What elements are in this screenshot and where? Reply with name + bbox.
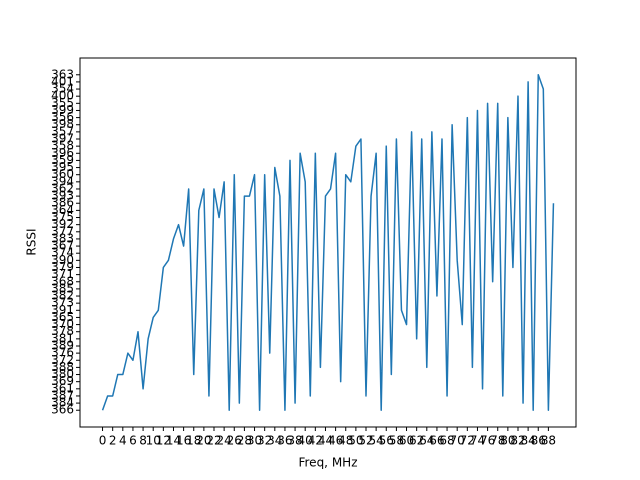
- x-tick-label: 86: [531, 434, 546, 448]
- data-line: [101, 74, 555, 411]
- y-tick-label: 360: [51, 167, 74, 181]
- y-tick-label: 400: [51, 89, 74, 103]
- x-tick-label: 44: [318, 434, 333, 448]
- y-tick-label: 370: [51, 317, 74, 331]
- x-tick-label: 88: [541, 434, 556, 448]
- x-tick-label: 34: [267, 434, 282, 448]
- x-tick-label: 84: [520, 434, 535, 448]
- x-tick-label: 50: [348, 434, 363, 448]
- y-tick-label: 398: [51, 117, 74, 131]
- y-tick-label: 363: [51, 67, 74, 81]
- x-tick-label: 12: [156, 434, 171, 448]
- x-tick-label: 20: [196, 434, 211, 448]
- y-tick-label: 383: [51, 231, 74, 245]
- x-tick-label: 78: [490, 434, 505, 448]
- y-axis-label: RSSI: [25, 228, 39, 255]
- y-tick-label: 372: [51, 353, 74, 367]
- x-tick-label: 52: [358, 434, 373, 448]
- y-tick-label: 397: [51, 132, 74, 146]
- x-tick-label: 42: [308, 434, 323, 448]
- x-tick-label: 4: [119, 434, 127, 448]
- x-tick-label: 24: [216, 434, 231, 448]
- y-tick-label: 394: [51, 174, 74, 188]
- y-tick-label: 380: [51, 367, 74, 381]
- x-tick-label: 26: [227, 434, 242, 448]
- y-tick-label: 377: [51, 224, 74, 238]
- y-tick-label: 371: [51, 267, 74, 281]
- x-tick-label: 6: [129, 434, 137, 448]
- y-tick-label: 373: [51, 296, 74, 310]
- x-tick-label: 72: [460, 434, 475, 448]
- y-tick-label: 385: [51, 281, 74, 295]
- x-tick-label: 70: [450, 434, 465, 448]
- y-tick-label: 376: [51, 346, 74, 360]
- x-tick-label: 74: [470, 434, 485, 448]
- y-tick-label: 388: [51, 360, 74, 374]
- x-tick-label: 40: [298, 434, 313, 448]
- y-tick-label: 357: [51, 124, 74, 138]
- y-tick-label: 389: [51, 338, 74, 352]
- x-tick-label: 28: [237, 434, 252, 448]
- y-tick-label: 375: [51, 210, 74, 224]
- y-tick-label: 399: [51, 103, 74, 117]
- x-tick-label: 10: [146, 434, 161, 448]
- x-tick-label: 60: [399, 434, 414, 448]
- y-tick-label: 356: [51, 110, 74, 124]
- y-tick-label: 395: [51, 160, 74, 174]
- x-tick-label: 46: [328, 434, 343, 448]
- y-tick-label: 361: [51, 381, 74, 395]
- x-tick-label: 30: [247, 434, 262, 448]
- y-tick-label: 366: [51, 403, 74, 417]
- y-tick-label: 386: [51, 196, 74, 210]
- y-tick-label: 396: [51, 146, 74, 160]
- x-axis-label: Freq, MHz: [298, 456, 357, 470]
- y-tick-label: 391: [51, 303, 74, 317]
- y-tick-label: 378: [51, 324, 74, 338]
- x-tick-label: 82: [510, 434, 525, 448]
- x-tick-label: 56: [379, 434, 394, 448]
- x-tick-label: 68: [439, 434, 454, 448]
- y-tick-label: 367: [51, 239, 74, 253]
- x-tick-label: 14: [166, 434, 181, 448]
- x-tick-label: 54: [368, 434, 383, 448]
- x-tick-label: 48: [338, 434, 353, 448]
- y-tick-label: 374: [51, 246, 74, 260]
- x-tick-label: 32: [257, 434, 272, 448]
- plot-frame: [79, 57, 577, 428]
- y-tick-label: 401: [51, 74, 74, 88]
- y-tick-label: 379: [51, 260, 74, 274]
- y-tick-label: 384: [51, 396, 74, 410]
- y-tick-label: 393: [51, 189, 74, 203]
- x-tick-label: 80: [500, 434, 515, 448]
- x-tick-label: 36: [277, 434, 292, 448]
- x-tick-label: 76: [480, 434, 495, 448]
- x-tick-label: 62: [409, 434, 424, 448]
- x-tick-label: 64: [419, 434, 434, 448]
- y-tick-label: 355: [51, 96, 74, 110]
- x-tick-label: 22: [206, 434, 221, 448]
- x-tick-label: 18: [186, 434, 201, 448]
- y-tick-label: 358: [51, 139, 74, 153]
- y-tick-label: 369: [51, 374, 74, 388]
- x-tick-label: 38: [287, 434, 302, 448]
- x-tick-label: 58: [389, 434, 404, 448]
- y-tick-label: 362: [51, 181, 74, 195]
- x-tick-label: 66: [429, 434, 444, 448]
- x-tick-label: 8: [139, 434, 147, 448]
- y-tick-label: 359: [51, 153, 74, 167]
- y-tick-label: 354: [51, 82, 74, 96]
- x-tick-label: 0: [99, 434, 107, 448]
- y-tick-label: 387: [51, 388, 74, 402]
- y-tick-label: 381: [51, 331, 74, 345]
- y-tick-label: 392: [51, 217, 74, 231]
- x-tick-label: 16: [176, 434, 191, 448]
- y-tick-label: 382: [51, 289, 74, 303]
- y-tick-label: 365: [51, 310, 74, 324]
- y-tick-label: 368: [51, 274, 74, 288]
- x-tick-label: 2: [109, 434, 117, 448]
- y-tick-label: 390: [51, 253, 74, 267]
- y-tick-label: 364: [51, 203, 74, 217]
